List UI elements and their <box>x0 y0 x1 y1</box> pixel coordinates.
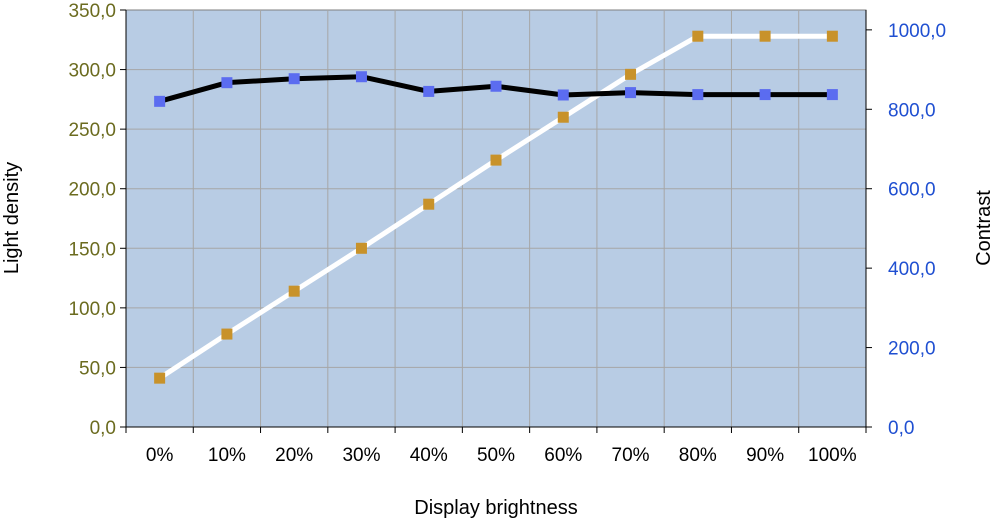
axes <box>120 9 872 433</box>
contrast-series <box>154 71 838 107</box>
x-tick-label: 80% <box>679 445 717 466</box>
x-tick-label: 70% <box>612 445 650 466</box>
right-y-tick-label: 400,0 <box>888 259 936 280</box>
x-tick-label: 30% <box>342 445 380 466</box>
x-tick-label: 60% <box>544 445 582 466</box>
data-point-marker <box>221 77 233 89</box>
x-tick-label: 20% <box>275 445 313 466</box>
x-tick-label: 90% <box>746 445 784 466</box>
data-point-marker <box>557 89 569 101</box>
data-point-marker <box>221 328 233 340</box>
data-point-marker <box>692 30 704 42</box>
left-y-tick-label: 200,0 <box>68 180 116 201</box>
data-point-marker <box>692 89 704 101</box>
data-point-marker <box>288 285 300 297</box>
data-point-marker <box>423 198 435 210</box>
data-point-marker <box>625 68 637 80</box>
left-y-tick-label: 350,0 <box>68 1 116 22</box>
right-y-tick-label: 600,0 <box>888 180 936 201</box>
data-point-marker <box>490 154 502 166</box>
x-tick-label: 0% <box>146 445 174 466</box>
left-y-tick-label: 250,0 <box>68 120 116 141</box>
left-y-tick-label: 300,0 <box>68 61 116 82</box>
data-point-marker <box>490 80 502 92</box>
data-point-marker <box>423 85 435 97</box>
light-density-series <box>154 30 838 384</box>
right-y-tick-label: 1000,0 <box>888 21 946 42</box>
left-y-tick-label: 100,0 <box>68 299 116 320</box>
data-point-marker <box>154 372 166 384</box>
data-point-marker <box>759 30 771 42</box>
data-point-marker <box>625 87 637 99</box>
data-point-marker <box>154 95 166 107</box>
x-tick-label: 50% <box>477 445 515 466</box>
data-point-marker <box>355 242 367 254</box>
tick-labels: 0,0 50,0 100,0 150,0 200,0 250,0 300,0 350,0 0,0… <box>68 1 946 466</box>
left-y-tick-label: 0,0 <box>90 418 116 439</box>
right-y-tick-label: 200,0 <box>888 339 936 360</box>
right-y-axis-title: Contrast <box>973 190 995 266</box>
x-tick-label: 40% <box>410 445 448 466</box>
x-tick-label: 10% <box>208 445 246 466</box>
data-point-marker <box>826 30 838 42</box>
left-y-axis-title: Light density <box>1 162 23 274</box>
x-tick-label: 100% <box>808 445 857 466</box>
right-y-tick-label: 800,0 <box>888 100 936 121</box>
left-y-tick-label: 150,0 <box>68 239 116 260</box>
data-point-marker <box>759 89 771 101</box>
right-y-tick-label: 0,0 <box>888 418 914 439</box>
plot-area <box>125 9 867 428</box>
data-series <box>154 30 838 384</box>
data-point-marker <box>826 89 838 101</box>
data-point-marker <box>355 71 367 83</box>
grid-lines <box>126 10 866 427</box>
data-point-marker <box>557 111 569 123</box>
x-axis-title: Display brightness <box>414 497 577 519</box>
left-y-tick-label: 50,0 <box>79 358 116 379</box>
data-point-marker <box>288 73 300 85</box>
